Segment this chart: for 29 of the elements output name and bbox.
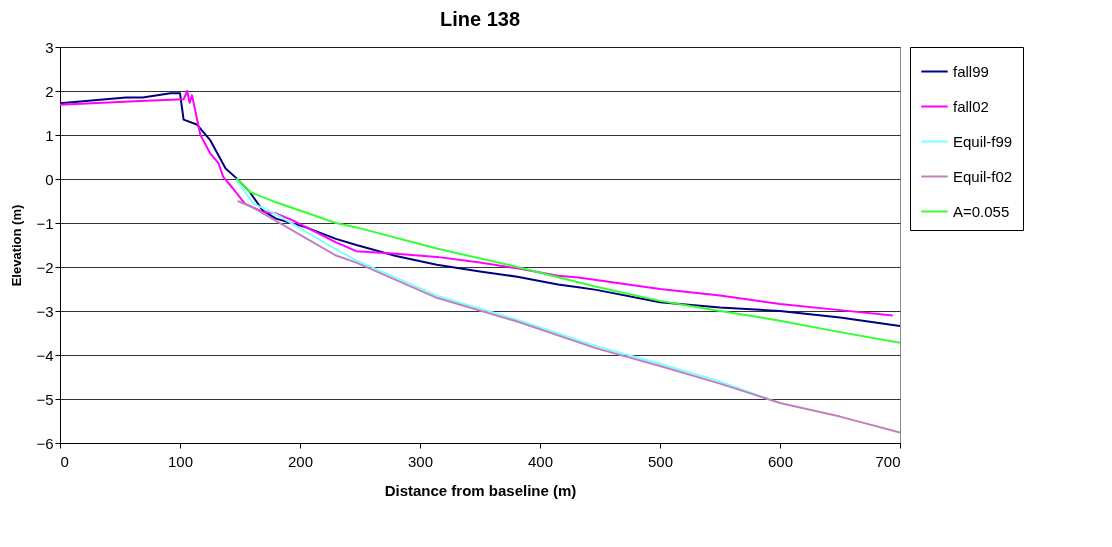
x-tick-label: 600 [767,452,794,470]
y-tick-label: 1 [45,126,54,144]
legend-label: Equil-f02 [953,167,1013,185]
x-tick-label: 200 [287,452,314,470]
y-tick-label: 0 [45,170,54,188]
line-series [235,177,900,344]
y-tick-label: −1 [36,214,54,232]
legend-label: A=0.055 [953,202,1010,220]
y-tick-label: −4 [36,346,54,364]
legend-label: Equil-f99 [953,132,1013,150]
y-tick-label: 2 [45,82,54,100]
y-tick-label: −6 [36,434,54,452]
x-tick-label: 400 [527,452,554,470]
chart-title: Line 138 [439,8,521,30]
x-tick-label: 500 [647,452,674,470]
y-tick-label: −5 [36,390,54,408]
y-tick-label: −2 [36,258,54,276]
x-tick-label: 300 [407,452,434,470]
legend-label: fall02 [953,97,989,115]
line-series [235,178,769,400]
y-tick-label: −3 [36,302,54,320]
x-tick-label: 0 [60,452,69,470]
x-tick-label: 700 [875,452,901,470]
y-axis-title: Elevation (m) [9,204,25,287]
line-series [236,200,900,434]
x-axis-title: Distance from baseline (m) [384,481,577,499]
x-tick-label: 100 [167,452,194,470]
y-tick-label: 3 [45,38,54,56]
legend-label: fall99 [953,62,989,80]
